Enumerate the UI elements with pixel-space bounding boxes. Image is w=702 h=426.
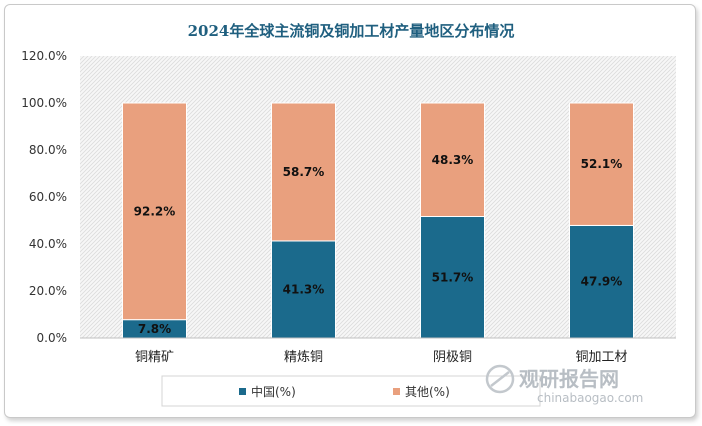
- y-tick-label: 0.0%: [37, 331, 68, 345]
- watermark-url: chinabaogao.com: [537, 391, 643, 405]
- y-tick-label: 60.0%: [29, 190, 67, 204]
- bar-other: [420, 102, 485, 218]
- watermark-text: 观研报告网: [519, 367, 619, 391]
- x-tick-label: 铜加工材: [575, 350, 627, 365]
- y-tick-label: 120.0%: [21, 49, 67, 63]
- legend-label-china: 中国(%): [251, 384, 296, 399]
- legend-swatch-china: [239, 388, 246, 395]
- data-label: 47.9%: [581, 275, 623, 289]
- bar-other: [569, 102, 634, 226]
- x-tick-label: 铜精矿: [135, 350, 174, 365]
- bars: 7.8% 92.2% 41.3% 58.7% 51.7% 48.3% 47.9% 52.1%: [122, 102, 634, 339]
- data-label: 51.7%: [432, 270, 474, 284]
- chart-title: 2024年全球主流铜及铜加工材产量地区分布情况: [188, 22, 515, 40]
- y-axis: 0.0% 20.0% 40.0% 60.0% 80.0% 100.0% 120.0%: [21, 49, 67, 345]
- x-tick-label: 精炼铜: [284, 350, 323, 365]
- legend-swatch-other: [393, 388, 400, 395]
- data-label: 41.3%: [283, 282, 325, 296]
- bar-china: [420, 216, 485, 339]
- data-label: 7.8%: [138, 322, 171, 336]
- watermark: 观研报告网 chinabaogao.com: [485, 364, 643, 405]
- x-axis: 铜精矿 精炼铜 阴极铜 铜加工材: [80, 337, 676, 365]
- legend-box: [161, 375, 541, 407]
- y-tick-label: 20.0%: [29, 284, 67, 298]
- y-tick-label: 100.0%: [21, 96, 67, 110]
- data-label: 52.1%: [581, 157, 623, 171]
- legend-label-other: 其他(%): [405, 385, 450, 399]
- legend: 中国(%) 其他(%): [161, 375, 541, 407]
- data-label: 92.2%: [134, 204, 176, 218]
- bar-other: [122, 102, 187, 321]
- data-label: 58.7%: [283, 165, 325, 179]
- data-label: 48.3%: [432, 153, 474, 167]
- x-tick-label: 阴极铜: [433, 350, 472, 365]
- bar-other: [271, 102, 336, 242]
- y-tick-label: 80.0%: [29, 143, 67, 157]
- watermark-logo: [485, 364, 515, 394]
- y-tick-label: 40.0%: [29, 237, 67, 251]
